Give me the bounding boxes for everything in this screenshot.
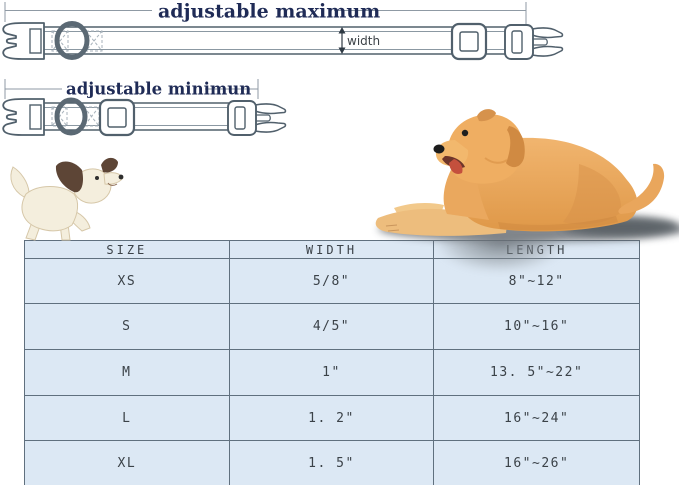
cell-size: XL [25,441,230,485]
table-row-l: L 1. 2" 16"~24" [25,396,639,441]
puppy-body [21,186,79,232]
d-ring [54,21,90,60]
female-buckle [2,22,45,60]
cell-size: L [25,396,230,441]
table-row-m: M 1" 13. 5"~22" [25,350,639,396]
dog-eye [461,129,469,137]
puppy-eye [95,176,99,180]
dog-tail [618,163,665,214]
female-buckle [2,98,45,136]
large-dog-illustration [375,109,679,242]
cell-size: S [25,304,230,350]
cell-width: 4/5" [229,304,435,350]
cell-length: 16"~26" [504,456,570,471]
dog-ear [477,109,496,122]
table-row-s: S 4/5" 10"~16" [25,304,639,350]
cell-width: 1. 5" [230,441,435,485]
width-label: width [347,34,380,48]
triglide-slider [450,22,488,61]
d-ring [54,97,88,136]
dog-haunch [563,164,622,225]
cell-width: 1" [229,350,435,396]
cell-length: 13. 5"~22" [434,350,639,396]
small-dog-illustration [10,157,124,241]
min-dimension-label: adjustable minimun [66,80,251,99]
table-row-xs: XS 5/8" 8"~12" [25,259,639,304]
column-header-size: SIZE [25,241,230,259]
male-buckle [504,24,564,60]
male-buckle [227,100,287,136]
cell-width: 1. 2" [229,396,435,441]
dog-ear [506,126,525,168]
cell-length: 10"~16" [434,304,639,350]
cell-length: 8"~12" [434,259,639,304]
dog-nose [433,144,445,154]
cell-length: 16"~24" [434,396,639,441]
min-dimension-line [4,79,259,99]
table-row-xl: XL 1. 5" 16"~26" [25,441,639,485]
collar-diagrams: adjustable maximum width [2,1,564,137]
size-table: SIZE WIDTH LENGTH XS 5/8" 8"~12" S 4/5" … [24,240,640,485]
dog-chest [443,166,489,220]
collar-diagram-maximum: adjustable maximum width [2,1,564,61]
puppy-tail [10,166,30,198]
dog-tongue [449,159,463,174]
triglide-slider [98,98,136,137]
puppy-ear [55,161,84,193]
width-arrow [338,27,346,54]
puppy-nose [118,174,124,180]
cell-size: XS [25,259,230,304]
collar-diagram-minimum: adjustable minimun [2,79,287,137]
puppy-ear [101,157,118,173]
cell-size: M [25,350,230,396]
cell-width: 5/8" [229,259,435,304]
max-dimension-label: adjustable maximum [158,1,380,23]
